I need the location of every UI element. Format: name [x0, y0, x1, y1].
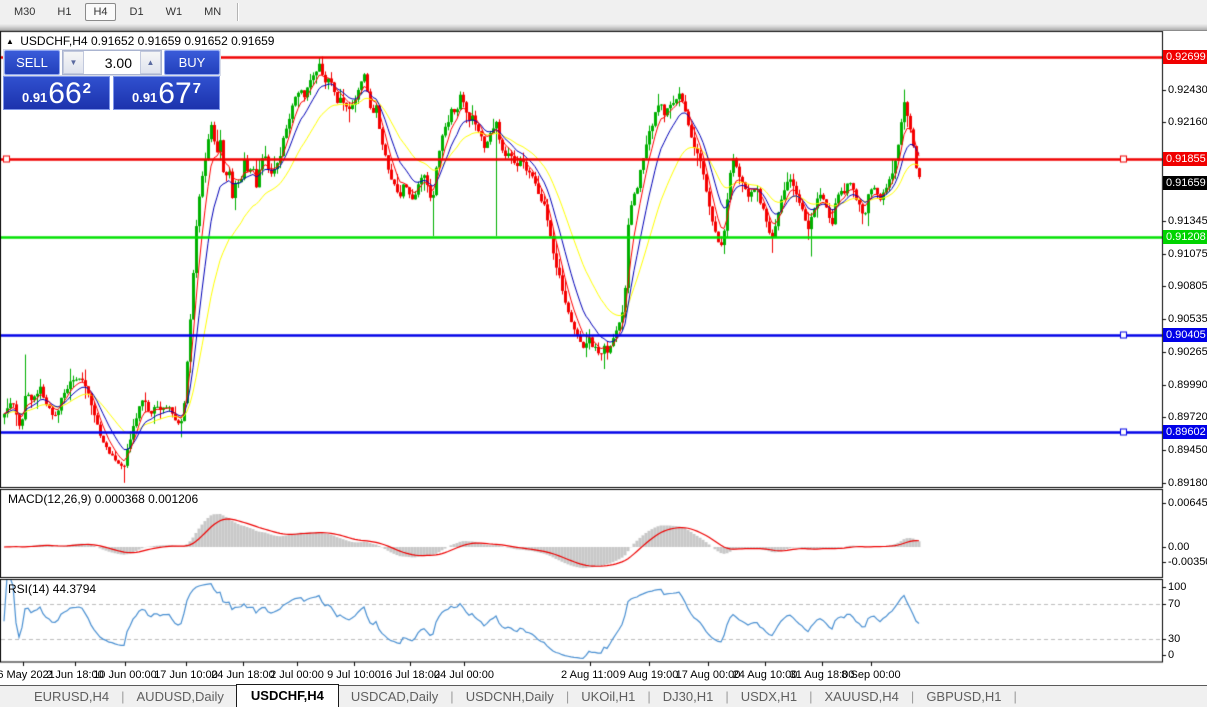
chart-tab-ukoil[interactable]: UKOil,H1 [581, 689, 636, 704]
time-tick-label: 17 Aug 00:00 [675, 669, 741, 681]
time-tick-label: 24 Jun 18:00 [211, 669, 275, 681]
price-tick-label: 0.91075 [1168, 247, 1207, 260]
timeframe-button-mn[interactable]: MN [204, 6, 222, 18]
chart-tab-dj30[interactable]: DJ30,H1 [662, 689, 714, 704]
rsi-label: RSI(14) 44.3794 [8, 582, 97, 596]
price-tick-label: 0.91345 [1168, 214, 1207, 227]
level-price-label: 0.92699 [1163, 50, 1207, 64]
current-price-label: 0.91659 [1163, 175, 1207, 190]
buy-price-prefix: 0.91 [131, 90, 158, 105]
time-tick-label: 8 Sep 00:00 [841, 669, 901, 681]
trade-controls-row: SELL ▼ ▲ BUY [3, 49, 221, 76]
volume-decrease-button[interactable]: ▼ [63, 51, 84, 74]
sell-price-main: 66 [48, 77, 82, 110]
toolbar-separator [237, 3, 240, 21]
price-tick-label: 0.90265 [1168, 345, 1207, 358]
tab-separator: | [121, 689, 125, 704]
time-tick-label: 2 Jun 18:00 [46, 669, 104, 681]
macd-values: 0.000368 0.001206 [94, 492, 199, 506]
time-tick-label: 2 Jul 00:00 [270, 669, 324, 681]
sell-price-prefix: 0.91 [21, 90, 48, 105]
timeframe-button-d1[interactable]: D1 [129, 6, 144, 18]
time-tick-label: 9 Aug 19:00 [619, 669, 679, 681]
timeframe-button-h1[interactable]: H1 [57, 6, 72, 18]
timeframe-button-h4[interactable]: H4 [85, 3, 116, 21]
chart-tab-usdchf[interactable]: USDCHF,H4 [235, 684, 339, 707]
rsi-tick-label: 70 [1168, 598, 1181, 610]
macd-tick-label: 0.00 [1168, 541, 1190, 553]
chart-symbol: USDCHF,H4 [20, 34, 88, 48]
price-tick-label: 0.92430 [1168, 83, 1207, 96]
up-arrow-icon: ▲ [146, 58, 155, 67]
buy-button[interactable]: BUY [164, 50, 220, 75]
macd-tick-label: -0.003507 [1168, 556, 1207, 568]
volume-spinner: ▼ ▲ [62, 50, 162, 75]
tab-separator: | [647, 689, 651, 704]
level-price-label: 0.90405 [1163, 327, 1207, 342]
volume-input[interactable] [84, 51, 140, 74]
price-tick-label: 0.89450 [1168, 444, 1207, 457]
time-tick-label: 31 Aug 18:00 [789, 669, 855, 681]
price-tick-label: 0.90805 [1168, 280, 1207, 293]
level-price-label: 0.91208 [1163, 230, 1207, 245]
time-tick-label: 26 May 2021 [0, 669, 55, 681]
time-tick-label: 10 Jun 00:00 [93, 669, 157, 681]
time-tick-label: 24 Aug 10:00 [732, 669, 798, 681]
level-price-label: 0.89602 [1163, 424, 1207, 439]
rsi-tick-label: 100 [1168, 581, 1187, 593]
toolbar-divider [0, 24, 1207, 31]
price-tick-label: 0.89720 [1168, 411, 1207, 424]
rsi-tick-label: 0 [1168, 649, 1175, 661]
level-price-label: 0.91855 [1163, 152, 1207, 167]
one-click-trading-panel: SELL ▼ ▲ BUY 0.91 66 2 0.91 67 7 [3, 49, 221, 110]
macd-tick-label: 0.006451 [1168, 497, 1207, 509]
sell-price-pip: 2 [82, 80, 92, 97]
trade-prices-row: 0.91 66 2 0.91 67 7 [3, 76, 221, 110]
time-tick-label: 24 Jul 00:00 [434, 669, 494, 681]
chart-ohlc: 0.91652 0.91659 0.91652 0.91659 [90, 34, 275, 48]
sell-price-display[interactable]: 0.91 66 2 [3, 76, 110, 110]
chart-tab-usdcad[interactable]: USDCAD,Daily [350, 689, 439, 704]
price-tick-label: 0.90535 [1168, 312, 1207, 325]
buy-price-pip: 7 [192, 80, 202, 97]
rsi-tick-label: 30 [1168, 633, 1181, 645]
chart-tab-usdcnh[interactable]: USDCNH,Daily [465, 689, 554, 704]
sell-button[interactable]: SELL [4, 50, 60, 75]
volume-increase-button[interactable]: ▲ [140, 51, 161, 74]
chart-tab-audusd[interactable]: AUDUSD,Daily [136, 689, 224, 704]
price-tick-label: 0.89180 [1168, 476, 1207, 489]
chart-tab-gbpusd[interactable]: GBPUSD,H1 [926, 689, 1002, 704]
down-arrow-icon: ▼ [69, 58, 78, 67]
chart-tab-eurusd[interactable]: EURUSD,H4 [34, 689, 110, 704]
tab-separator: | [1013, 689, 1017, 704]
tab-separator: | [725, 689, 729, 704]
price-tick-label: 0.89990 [1168, 378, 1207, 391]
time-tick-label: 9 Jul 10:00 [327, 669, 381, 681]
buy-price-main: 67 [158, 77, 192, 110]
tab-separator: | [565, 689, 570, 704]
price-tick-label: 0.92160 [1168, 116, 1207, 129]
chart-tab-usdx[interactable]: USDX,H1 [740, 689, 798, 704]
tab-separator: | [809, 689, 813, 704]
time-tick-label: 17 Jun 10:00 [154, 669, 218, 681]
timeframe-button-m30[interactable]: M30 [14, 6, 36, 18]
chart-tab-xauusd[interactable]: XAUUSD,H4 [824, 689, 899, 704]
macd-label: MACD(12,26,9) 0.000368 0.001206 [8, 492, 199, 506]
timeframe-button-w1[interactable]: W1 [165, 6, 183, 18]
time-tick-label: 2 Aug 11:00 [561, 669, 619, 681]
tab-separator: | [450, 689, 454, 704]
tab-separator: | [910, 689, 915, 704]
chart-tabbar: EURUSD,H4 | AUDUSD,Daily USDCHF,H4 USDCAD,Da… [0, 684, 1207, 707]
rsi-value: 44.3794 [52, 582, 97, 596]
chart-title: ▲ USDCHF,H4 0.91652 0.91659 0.91652 0.91… [6, 34, 274, 48]
buy-price-display[interactable]: 0.91 67 7 [113, 76, 220, 110]
time-tick-label: 16 Jul 18:00 [380, 669, 440, 681]
timeframe-toolbar: M30 H1 H4 D1 W1 MN [0, 0, 1207, 24]
collapse-triangle-icon[interactable]: ▲ [6, 37, 14, 46]
